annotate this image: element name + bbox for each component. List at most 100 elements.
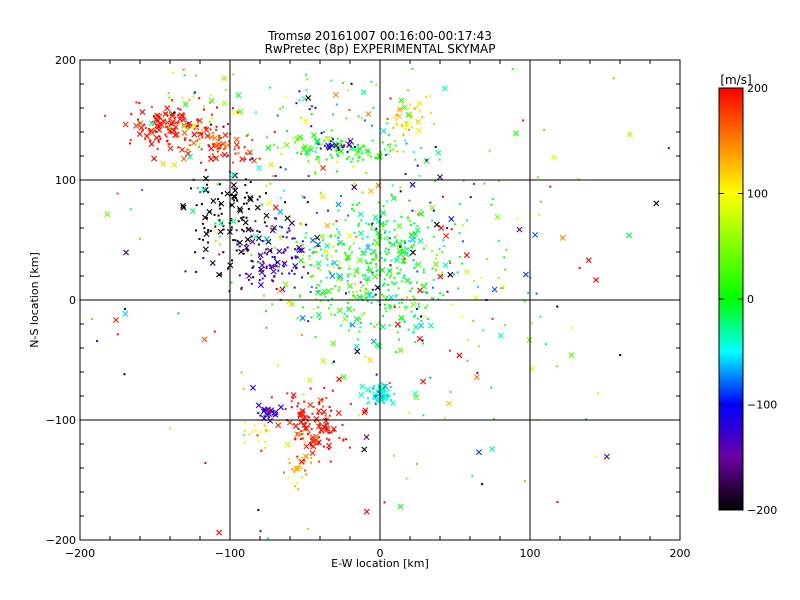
scatter-point xyxy=(296,405,299,408)
scatter-point xyxy=(188,98,191,101)
scatter-point xyxy=(326,264,329,267)
scatter-point xyxy=(326,422,329,425)
scatter-point xyxy=(322,130,325,133)
scatter-point-x xyxy=(260,408,267,415)
scatter-point xyxy=(343,144,346,147)
scatter-point xyxy=(375,256,378,259)
scatter-point xyxy=(166,114,169,117)
scatter-point xyxy=(263,221,266,224)
scatter-point xyxy=(405,252,408,255)
scatter-point xyxy=(335,272,338,275)
scatter-point-x xyxy=(266,199,273,206)
scatter-point-x xyxy=(222,132,229,139)
scatter-point-x xyxy=(315,408,322,415)
scatter-point-x xyxy=(204,132,211,139)
scatter-point xyxy=(310,286,313,289)
scatter-point-x xyxy=(170,127,177,134)
scatter-point xyxy=(226,267,229,270)
scatter-point xyxy=(261,277,264,280)
scatter-point xyxy=(309,387,312,390)
scatter-point xyxy=(304,469,307,472)
scatter-point-x xyxy=(154,112,161,119)
scatter-point xyxy=(247,208,250,211)
scatter-point xyxy=(308,258,311,261)
scatter-point xyxy=(488,149,491,152)
scatter-point xyxy=(220,153,223,156)
scatter-point xyxy=(359,317,362,320)
scatter-point xyxy=(169,132,172,135)
scatter-point-x xyxy=(443,232,450,239)
scatter-point xyxy=(284,201,287,204)
scatter-point xyxy=(392,454,395,457)
scatter-point xyxy=(390,193,393,196)
scatter-point xyxy=(391,184,394,187)
scatter-point-x xyxy=(191,123,198,130)
scatter-point-x xyxy=(181,123,188,130)
scatter-point xyxy=(328,270,331,273)
scatter-point-x xyxy=(390,400,397,407)
scatter-point xyxy=(414,237,417,240)
scatter-point-x xyxy=(297,411,304,418)
scatter-point-x xyxy=(513,130,520,137)
scatter-point xyxy=(497,179,500,182)
scatter-point-x xyxy=(250,384,256,391)
scatter-point-x xyxy=(323,425,330,432)
scatter-point xyxy=(395,234,398,237)
scatter-point xyxy=(152,115,155,118)
scatter-point xyxy=(332,266,335,269)
scatter-point xyxy=(376,299,379,302)
scatter-point-x xyxy=(230,218,237,225)
scatter-point xyxy=(413,107,416,110)
scatter-point xyxy=(349,297,352,300)
scatter-point xyxy=(200,161,203,164)
scatter-point-x xyxy=(167,145,174,152)
scatter-point xyxy=(207,241,210,244)
scatter-point-x xyxy=(356,146,363,153)
scatter-point xyxy=(340,324,343,327)
scatter-point-x xyxy=(410,301,417,308)
scatter-point xyxy=(373,258,376,261)
scatter-point xyxy=(273,275,276,278)
scatter-point-x xyxy=(305,94,312,101)
scatter-point xyxy=(326,258,329,261)
scatter-point-x xyxy=(270,268,277,275)
scatter-point xyxy=(416,106,419,109)
scatter-point xyxy=(444,417,447,420)
scatter-point xyxy=(318,402,321,405)
scatter-point xyxy=(388,324,391,327)
scatter-point xyxy=(249,181,252,184)
scatter-point xyxy=(358,156,361,159)
scatter-point xyxy=(320,132,323,135)
scatter-point xyxy=(404,246,407,249)
scatter-point xyxy=(229,204,232,207)
scatter-point xyxy=(461,224,464,227)
scatter-point xyxy=(156,147,159,150)
scatter-point xyxy=(251,229,254,232)
scatter-point-x xyxy=(388,294,395,301)
scatter-point xyxy=(378,238,381,241)
scatter-point xyxy=(328,414,331,417)
scatter-point xyxy=(230,219,233,222)
scatter-point xyxy=(333,360,336,363)
scatter-point xyxy=(404,242,407,245)
scatter-point xyxy=(317,424,320,427)
scatter-point xyxy=(206,231,209,234)
scatter-point xyxy=(537,213,540,216)
scatter-point-x xyxy=(180,202,186,209)
scatter-point xyxy=(535,292,538,295)
scatter-point xyxy=(209,210,212,213)
scatter-point xyxy=(327,447,330,450)
scatter-point xyxy=(329,271,332,274)
scatter-point xyxy=(158,135,161,138)
x-axis-label: E-W location [km] xyxy=(331,557,429,570)
scatter-point xyxy=(325,429,328,432)
scatter-point-x xyxy=(169,113,176,120)
scatter-point xyxy=(409,281,412,284)
scatter-point-x xyxy=(340,374,347,381)
scatter-point xyxy=(214,225,217,228)
scatter-point xyxy=(334,285,337,288)
scatter-point-x xyxy=(143,133,150,140)
scatter-point xyxy=(395,114,398,117)
scatter-point xyxy=(371,124,374,127)
scatter-point xyxy=(348,108,351,111)
